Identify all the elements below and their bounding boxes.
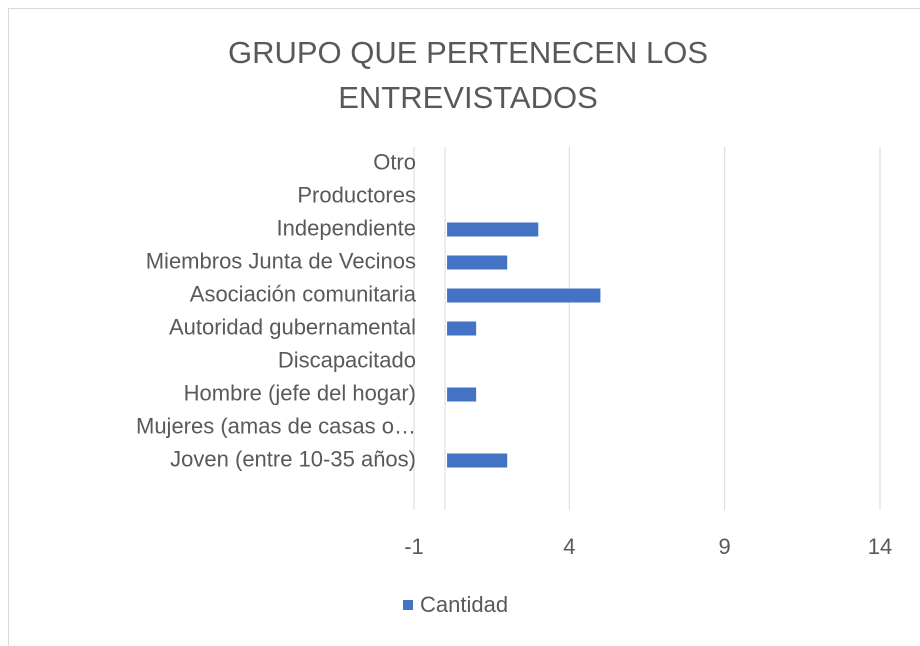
- chart-title: GRUPO QUE PERTENECEN LOS ENTREVISTADOS: [227, 35, 709, 115]
- legend-swatch: [403, 600, 413, 610]
- bar: [447, 222, 539, 237]
- y-tick-label: Independiente: [277, 215, 416, 240]
- y-tick-label: Mujeres (amas de casas o…: [136, 413, 416, 438]
- bar: [447, 453, 508, 468]
- y-tick-label: Hombre (jefe del hogar): [184, 380, 416, 405]
- x-tick-label: -1: [404, 534, 424, 559]
- bar: [447, 321, 477, 336]
- x-tick-label: 9: [719, 534, 731, 559]
- legend-label: Cantidad: [420, 592, 508, 617]
- y-tick-label: Otro: [373, 149, 416, 174]
- y-tick-label: Asociación comunitaria: [190, 281, 417, 306]
- y-tick-label: Miembros Junta de Vecinos: [146, 248, 416, 273]
- bar: [447, 255, 508, 270]
- y-tick-label: Discapacitado: [278, 347, 416, 372]
- x-tick-label: 14: [868, 534, 892, 559]
- bar: [447, 288, 601, 303]
- bar: [447, 387, 477, 402]
- y-tick-label: Joven (entre 10-35 años): [170, 446, 416, 471]
- y-tick-label: Autoridad gubernamental: [169, 314, 416, 339]
- x-tick-label: 4: [563, 534, 575, 559]
- y-tick-label: Productores: [297, 182, 416, 207]
